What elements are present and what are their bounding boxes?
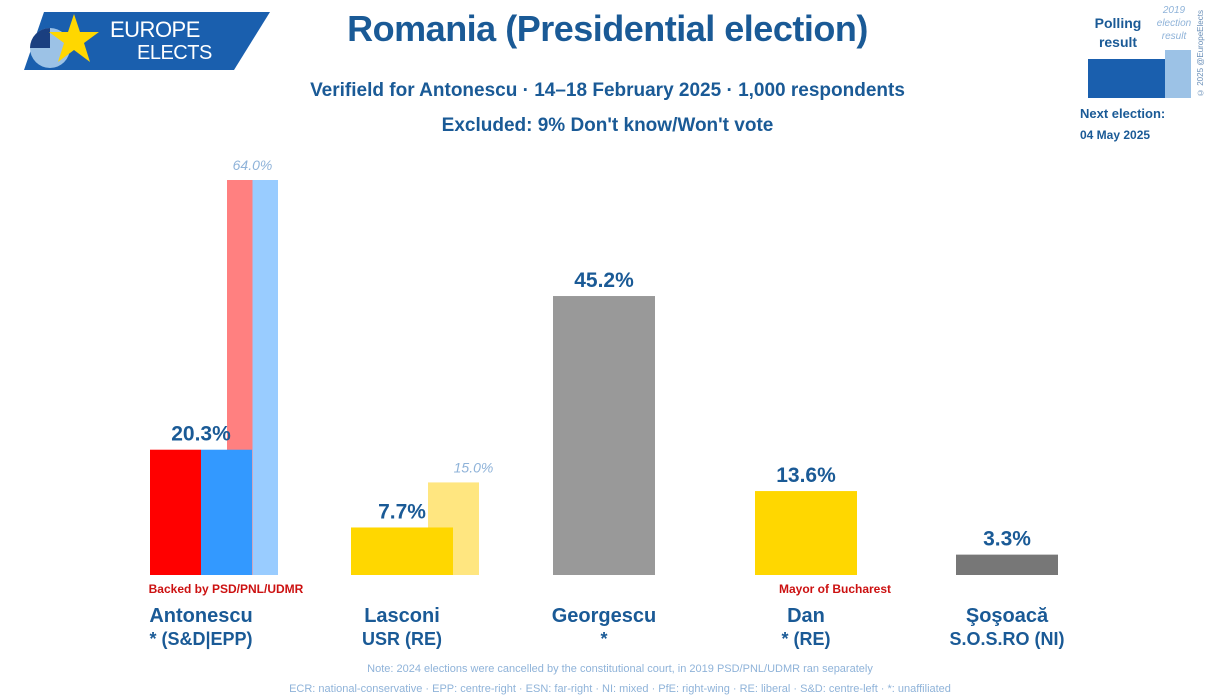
footnote-groups: ECR: national-conservative · EPP: centre… [289, 683, 951, 695]
footnote-cancelled: Note: 2024 elections were cancelled by t… [367, 663, 873, 675]
candidate-label-dan: Dan * (RE) [726, 604, 886, 650]
logo-text-elects: ELECTS [137, 42, 212, 64]
page-title: Romania (Presidential election) [347, 8, 868, 49]
annotation-antonescu: Backed by PSD/PNL/UDMR [148, 582, 304, 596]
bar-sosoaca [956, 554, 1058, 575]
candidate-party: * [600, 629, 608, 649]
candidate-party: * (S&D|EPP) [149, 629, 253, 649]
bar-antonescu-red [150, 449, 201, 575]
value-label-georgescu: 45.2% [574, 269, 634, 292]
candidate-label-lasconi: Lasconi USR (RE) [322, 604, 482, 650]
candidate-party: * (RE) [781, 629, 831, 649]
candidate-party: S.O.S.RO (NI) [949, 629, 1065, 649]
legend-previous-swatch [1165, 50, 1191, 98]
bar-georgescu [553, 296, 655, 575]
bar-prev-lasconi [428, 482, 479, 575]
bar-prev-antonescu-blue [252, 180, 278, 575]
candidate-name: Georgescu [551, 605, 657, 627]
value-label-antonescu: 20.3% [171, 423, 231, 446]
annotation-dan: Mayor of Bucharest [778, 582, 892, 596]
copyright-text: © 2025 @EuropeElects [1196, 10, 1205, 98]
next-election-label: Next election: [1080, 106, 1166, 121]
value-label-dan: 13.6% [776, 464, 836, 487]
bar-dan [755, 491, 857, 575]
candidate-label-georgescu: Georgescu * [524, 604, 684, 650]
excluded-note: Excluded: 9% Don't know/Won't vote [441, 115, 774, 136]
logo-text-europe: EUROPE [110, 17, 200, 42]
legend-polling-swatch [1088, 59, 1167, 98]
value-label-sosoaca: 3.3% [983, 528, 1031, 551]
candidate-label-antonescu: Antonescu * (S&D|EPP) [121, 604, 281, 650]
candidate-name: Antonescu [149, 605, 253, 627]
value-label-lasconi: 7.7% [378, 500, 426, 523]
candidate-party: USR (RE) [362, 629, 442, 649]
bar-prev-antonescu-red [227, 180, 253, 575]
europe-elects-logo [24, 12, 270, 70]
bar-antonescu-blue [201, 449, 252, 575]
legend-previous-label: 2019 election result [1156, 5, 1192, 42]
legend-polling-label: Polling result [1094, 15, 1142, 50]
candidate-name: Dan [787, 605, 825, 627]
next-election-date: 04 May 2025 [1080, 128, 1151, 142]
candidate-name: Lasconi [364, 605, 440, 627]
prev-label-lasconi: 15.0% [454, 459, 494, 475]
poll-subtitle: Verifield for Antonescu · 14–18 February… [310, 80, 905, 101]
bar-lasconi [351, 527, 453, 575]
candidate-name: Şoşoacă [965, 605, 1049, 627]
prev-label-antonescu: 64.0% [233, 157, 273, 173]
candidate-label-sosoaca: Şoşoacă S.O.S.RO (NI) [927, 604, 1087, 650]
